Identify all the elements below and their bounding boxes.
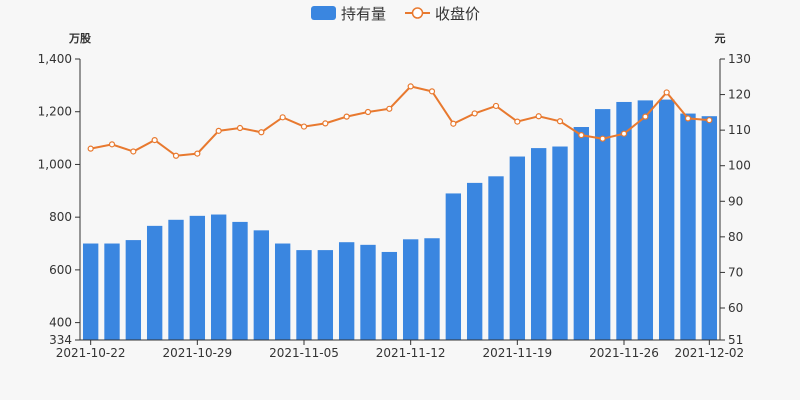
holdings-bar[interactable] bbox=[210, 214, 227, 340]
close-price-point[interactable] bbox=[492, 102, 500, 110]
right-tick-label: 51 bbox=[728, 333, 743, 347]
holdings-bar[interactable] bbox=[637, 100, 654, 340]
close-price-point[interactable] bbox=[620, 130, 628, 137]
holdings-bar[interactable] bbox=[509, 156, 526, 340]
holdings-bar[interactable] bbox=[466, 182, 483, 340]
holdings-bar[interactable] bbox=[530, 148, 547, 340]
close-price-polyline bbox=[90, 85, 710, 157]
legend-marker bbox=[411, 7, 424, 19]
left-tick-label: 1,200 bbox=[38, 105, 72, 119]
left-tick-label: 334 bbox=[49, 333, 72, 347]
close-price-point[interactable] bbox=[706, 117, 713, 124]
close-price-point[interactable] bbox=[556, 118, 564, 125]
close-price-line bbox=[87, 83, 713, 159]
holdings-bar[interactable] bbox=[402, 239, 419, 340]
legend-item-holdings[interactable]: 持有量 bbox=[311, 5, 386, 23]
close-price-point[interactable] bbox=[428, 88, 436, 95]
holdings-bar[interactable] bbox=[445, 193, 462, 340]
close-price-point[interactable] bbox=[108, 141, 116, 148]
holdings-bar[interactable] bbox=[616, 101, 632, 340]
close-price-point[interactable] bbox=[322, 120, 329, 127]
legend-label-close-price: 收盘价 bbox=[435, 5, 480, 23]
legend: 持有量 收盘价 bbox=[311, 5, 480, 23]
holdings-bar[interactable] bbox=[658, 99, 675, 340]
holdings-bar[interactable] bbox=[168, 219, 184, 340]
legend-bar-swatch bbox=[311, 6, 336, 20]
x-tick-label: 2021-10-29 bbox=[162, 346, 232, 360]
close-price-point[interactable] bbox=[364, 108, 372, 116]
x-axis: 2021-10-22 2021-10-29 2021-11-05 2021-11-12… bbox=[56, 340, 744, 360]
right-tick-label: 70 bbox=[728, 265, 743, 279]
close-price-point[interactable] bbox=[684, 115, 692, 122]
close-price-point[interactable] bbox=[535, 113, 542, 120]
holdings-bar[interactable] bbox=[680, 113, 696, 340]
close-price-point[interactable] bbox=[194, 150, 201, 157]
holdings-bar[interactable] bbox=[296, 250, 312, 340]
holdings-bar[interactable] bbox=[104, 243, 120, 340]
holdings-bars bbox=[82, 99, 718, 340]
close-price-point[interactable] bbox=[599, 135, 606, 142]
close-price-point[interactable] bbox=[300, 123, 308, 130]
left-tick-label: 800 bbox=[49, 210, 72, 224]
holdings-bar[interactable] bbox=[701, 116, 718, 340]
holdings-bar[interactable] bbox=[125, 240, 142, 340]
right-tick-label: 80 bbox=[728, 230, 743, 244]
left-tick-label: 1,400 bbox=[38, 52, 72, 66]
close-price-point[interactable] bbox=[407, 83, 414, 90]
right-tick-label: 90 bbox=[728, 194, 743, 208]
legend-label-holdings: 持有量 bbox=[341, 5, 386, 23]
holdings-bar[interactable] bbox=[146, 225, 163, 340]
holdings-bar[interactable] bbox=[274, 243, 291, 340]
holdings-bar[interactable] bbox=[253, 230, 270, 340]
holdings-bar[interactable] bbox=[424, 238, 440, 340]
left-tick-label: 600 bbox=[49, 263, 72, 277]
close-price-point[interactable] bbox=[215, 127, 222, 134]
right-tick-label: 100 bbox=[728, 159, 751, 173]
close-price-point[interactable] bbox=[471, 110, 478, 117]
x-tick-label: 2021-12-02 bbox=[674, 346, 744, 360]
close-price-point[interactable] bbox=[236, 124, 244, 132]
holdings-bar[interactable] bbox=[189, 215, 206, 340]
x-tick-label: 2021-11-05 bbox=[269, 346, 339, 360]
holdings-bar[interactable] bbox=[317, 250, 334, 340]
x-tick-label: 2021-11-12 bbox=[376, 346, 446, 360]
close-price-point[interactable] bbox=[514, 118, 521, 125]
close-price-point[interactable] bbox=[279, 114, 286, 121]
close-price-point[interactable] bbox=[258, 129, 265, 136]
close-price-point[interactable] bbox=[386, 105, 393, 112]
close-price-point[interactable] bbox=[343, 113, 350, 120]
close-price-point[interactable] bbox=[663, 89, 670, 96]
close-price-point[interactable] bbox=[172, 152, 180, 159]
x-tick-label: 2021-10-22 bbox=[56, 346, 126, 360]
close-price-point[interactable] bbox=[130, 148, 137, 155]
close-price-point[interactable] bbox=[450, 120, 457, 127]
right-tick-label: 60 bbox=[728, 301, 743, 315]
holdings-bar[interactable] bbox=[552, 146, 568, 340]
legend-item-close-price[interactable]: 收盘价 bbox=[405, 5, 480, 23]
holdings-bar[interactable] bbox=[82, 243, 99, 340]
right-tick-label: 120 bbox=[728, 88, 751, 102]
right-y-axis: 51 60 70 80 90 100 110 120 130 bbox=[720, 52, 751, 347]
holdings-bar[interactable] bbox=[381, 251, 398, 340]
right-axis-unit-label: 元 bbox=[715, 32, 726, 45]
left-tick-label: 1,000 bbox=[38, 157, 72, 171]
left-axis-unit-label: 万股 bbox=[68, 32, 92, 45]
holdings-bar[interactable] bbox=[594, 109, 611, 340]
holdings-bar[interactable] bbox=[488, 176, 504, 340]
right-tick-label: 110 bbox=[728, 123, 751, 137]
left-tick-label: 400 bbox=[49, 316, 72, 330]
close-price-point[interactable] bbox=[642, 113, 649, 120]
x-tick-label: 2021-11-19 bbox=[482, 346, 552, 360]
left-y-axis: 334 400 600 800 1,000 1,200 1,400 bbox=[38, 52, 80, 347]
x-tick-label: 2021-11-26 bbox=[589, 346, 659, 360]
holdings-bar[interactable] bbox=[573, 127, 590, 340]
holdings-bar[interactable] bbox=[338, 242, 355, 340]
close-price-point[interactable] bbox=[151, 136, 158, 144]
holdings-bar[interactable] bbox=[360, 244, 376, 340]
close-price-point[interactable] bbox=[87, 145, 94, 152]
right-tick-label: 130 bbox=[728, 52, 751, 66]
close-price-point[interactable] bbox=[578, 132, 585, 139]
holdings-bar[interactable] bbox=[232, 221, 248, 340]
